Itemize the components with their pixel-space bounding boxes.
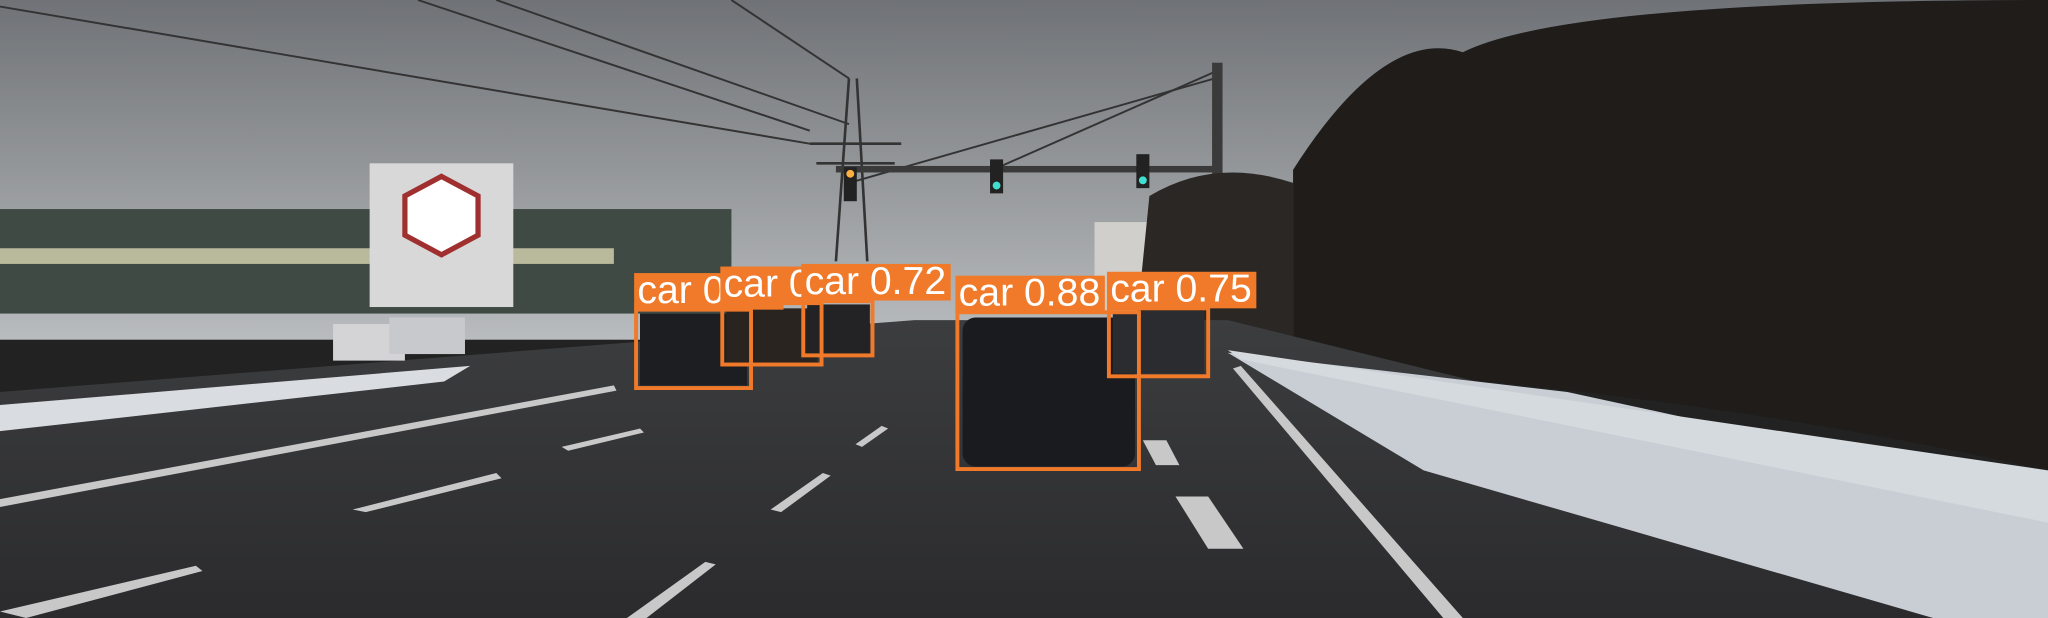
label-tag: car 0.75 [1106, 268, 1257, 311]
signal-arm [835, 165, 1218, 173]
traffic-light-lamp [846, 169, 855, 178]
label-background [1106, 271, 1257, 309]
label-tag: car 0.88 [955, 272, 1105, 315]
detection: car 0.75 [1106, 268, 1257, 379]
snow-edge [1227, 350, 2048, 523]
snow-right [1227, 352, 2048, 618]
car [1112, 310, 1205, 374]
detection: car 0.88 [955, 272, 1141, 472]
car [807, 304, 870, 355]
lane-markings [0, 365, 1463, 618]
label-background [955, 275, 1105, 313]
label-text: car 0.88 [959, 272, 1101, 315]
label-tag: car 0.72 [801, 260, 951, 303]
trees [1293, 0, 2048, 471]
bounding-box [634, 307, 753, 391]
building-lights [0, 248, 614, 264]
detection: car 0.72 [801, 260, 951, 358]
traffic-light-lamp [992, 181, 1001, 190]
label-text: car 0.75 [1110, 268, 1252, 311]
traffic-light-lamp [1138, 176, 1147, 185]
power-lines [0, 0, 1216, 184]
van [389, 317, 465, 355]
label-background [801, 263, 951, 301]
sign-logo [402, 173, 481, 258]
snow-left [0, 365, 471, 432]
car [962, 317, 1136, 467]
label-text: car 0.72 [805, 260, 947, 303]
